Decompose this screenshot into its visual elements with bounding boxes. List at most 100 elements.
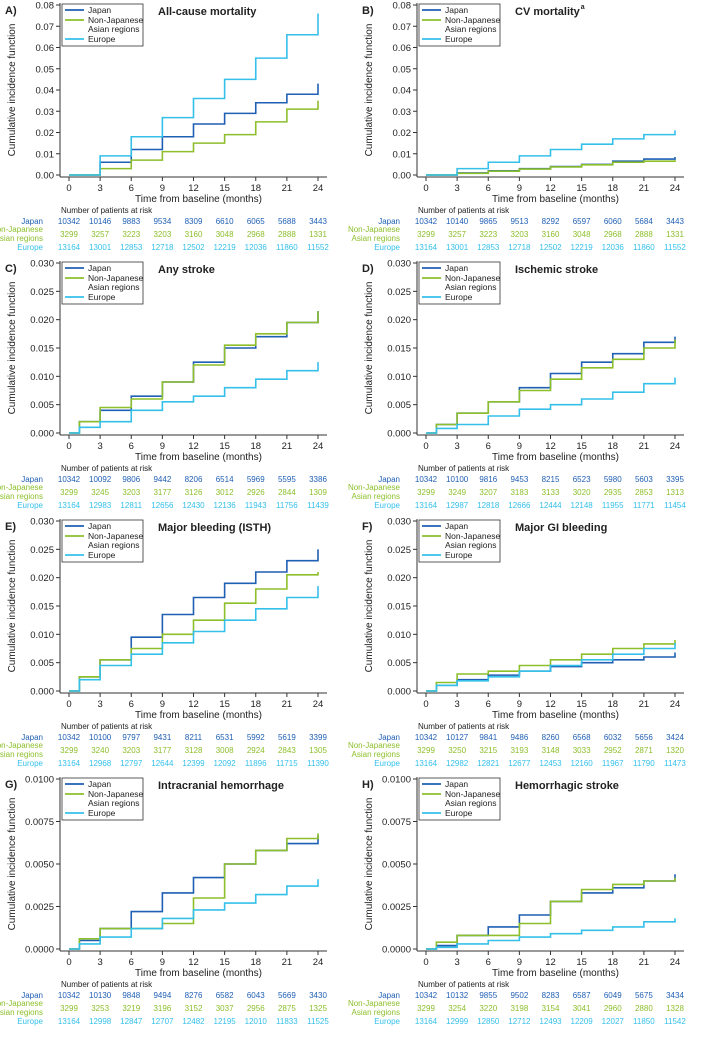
x-tick-label: 0 [66, 699, 71, 710]
panel-h: H) 0.0000 0.0025 0.0050 0.0075 0.0100 0 3 6 9 12 15… [348, 775, 686, 1027]
legend-label: Japan [445, 5, 468, 15]
risk-label-asian-regions: Asian regions [0, 1008, 43, 1017]
y-tick-label: 0.05 [393, 64, 412, 75]
risk-value-europe: 12677 [508, 759, 531, 768]
risk-value-nonjapanese: 3215 [479, 746, 497, 755]
x-axis-label: Time from baseline (months) [135, 194, 262, 205]
risk-value-japan: 9494 [153, 991, 171, 1000]
y-tick-label: 0.020 [387, 573, 411, 584]
legend-label: Europe [445, 34, 473, 44]
y-tick-label: 0.0025 [25, 902, 54, 913]
chart-title: CV mortality [515, 6, 581, 18]
risk-value-nonjapanese: 3253 [91, 1004, 109, 1013]
risk-value-japan: 3443 [309, 217, 327, 226]
x-tick-label: 6 [129, 957, 134, 968]
risk-value-japan: 3395 [666, 475, 684, 484]
risk-value-japan: 8215 [542, 475, 560, 484]
legend-label: Asian regions [445, 540, 497, 550]
risk-value-europe: 12160 [571, 759, 594, 768]
risk-value-japan: 5980 [604, 475, 622, 484]
y-axis-label: Cumulative incidence function [364, 798, 375, 931]
risk-value-europe: 12502 [539, 243, 562, 252]
x-axis-label: Time from baseline (months) [135, 710, 262, 721]
y-tick-label: 0.015 [387, 344, 411, 355]
legend-label: Europe [88, 550, 116, 560]
risk-table-title: Number of patients at risk [61, 206, 153, 215]
y-tick-label: 0.0075 [382, 817, 411, 828]
x-tick-label: 6 [486, 699, 491, 710]
risk-value-europe: 12195 [214, 1017, 237, 1026]
legend-label: Non-Japanese [88, 273, 144, 283]
risk-value-nonjapanese: 3196 [153, 1004, 171, 1013]
x-axis-label: Time from baseline (months) [135, 968, 262, 979]
risk-label-europe: Europe [374, 759, 400, 768]
risk-value-nonjapanese: 3041 [573, 1004, 591, 1013]
risk-value-japan: 5684 [635, 217, 653, 226]
risk-value-nonjapanese: 2968 [604, 230, 622, 239]
x-tick-label: 9 [517, 183, 522, 194]
risk-label-asian-regions: Asian regions [0, 234, 43, 243]
risk-table-title: Number of patients at risk [61, 980, 153, 989]
x-tick-label: 15 [576, 441, 587, 452]
risk-value-europe: 11439 [307, 501, 329, 510]
x-tick-label: 6 [486, 957, 491, 968]
y-tick-label: 0.07 [36, 22, 55, 33]
risk-value-japan: 6032 [604, 733, 622, 742]
y-tick-label: 0.030 [387, 517, 411, 528]
series-line-nonjapanese [426, 160, 676, 176]
risk-value-japan: 6587 [573, 991, 591, 1000]
risk-value-nonjapanese: 3152 [185, 1004, 203, 1013]
risk-value-europe: 11943 [245, 501, 267, 510]
risk-value-japan: 9816 [479, 475, 497, 484]
risk-label-europe: Europe [374, 1017, 400, 1026]
legend-label: Europe [88, 292, 116, 302]
y-tick-label: 0.01 [36, 149, 55, 160]
risk-value-japan: 6060 [604, 217, 622, 226]
y-tick-label: 0.005 [30, 400, 54, 411]
y-tick-label: 0.000 [387, 429, 411, 440]
risk-value-europe: 11715 [276, 759, 298, 768]
panel-label: D) [362, 263, 374, 275]
risk-value-europe: 11850 [633, 1017, 655, 1026]
risk-value-europe: 12821 [477, 759, 500, 768]
y-tick-label: 0.04 [36, 86, 55, 97]
legend-label: Non-Japanese [88, 789, 144, 799]
x-tick-label: 15 [576, 699, 587, 710]
risk-table-title: Number of patients at risk [418, 464, 510, 473]
risk-value-nonjapanese: 3203 [153, 230, 171, 239]
risk-value-europe: 12136 [214, 501, 237, 510]
y-tick-label: 0.000 [387, 687, 411, 698]
risk-value-nonjapanese: 3299 [60, 1004, 78, 1013]
risk-label-nonjapanese: Non-Japanese [348, 225, 401, 234]
risk-value-japan: 10342 [58, 991, 81, 1000]
risk-value-japan: 6610 [216, 217, 234, 226]
panel-d: D) 0.000 0.005 0.010 0.015 0.020 0.025 0.030 0 3 6… [348, 259, 686, 511]
x-tick-label: 9 [517, 441, 522, 452]
risk-value-europe: 12968 [89, 759, 112, 768]
y-tick-label: 0.010 [387, 372, 411, 383]
x-tick-label: 9 [517, 957, 522, 968]
panel-label: H) [362, 779, 374, 791]
risk-value-nonjapanese: 1325 [309, 1004, 327, 1013]
risk-value-europe: 11833 [276, 1017, 298, 1026]
y-tick-label: 0.0000 [25, 945, 54, 956]
risk-value-europe: 12712 [508, 1017, 531, 1026]
risk-value-japan: 5969 [247, 475, 265, 484]
y-tick-label: 0.08 [36, 1, 55, 12]
risk-value-europe: 12482 [182, 1017, 205, 1026]
y-tick-label: 0.005 [30, 658, 54, 669]
risk-value-europe: 11860 [633, 243, 655, 252]
x-tick-label: 15 [576, 183, 587, 194]
panel-label: E) [5, 521, 16, 533]
series-line-europe [426, 130, 676, 176]
risk-value-europe: 12818 [477, 501, 500, 510]
x-tick-label: 0 [423, 441, 428, 452]
risk-label-japan: Japan [378, 217, 400, 226]
risk-value-europe: 12666 [508, 501, 531, 510]
y-tick-label: 0.025 [30, 545, 54, 556]
risk-value-europe: 12999 [446, 1017, 469, 1026]
panel-g: G) 0.0000 0.0025 0.0050 0.0075 0.0100 0 3 6 9 12 15… [0, 775, 329, 1027]
x-tick-label: 15 [219, 441, 230, 452]
risk-value-japan: 3443 [666, 217, 684, 226]
